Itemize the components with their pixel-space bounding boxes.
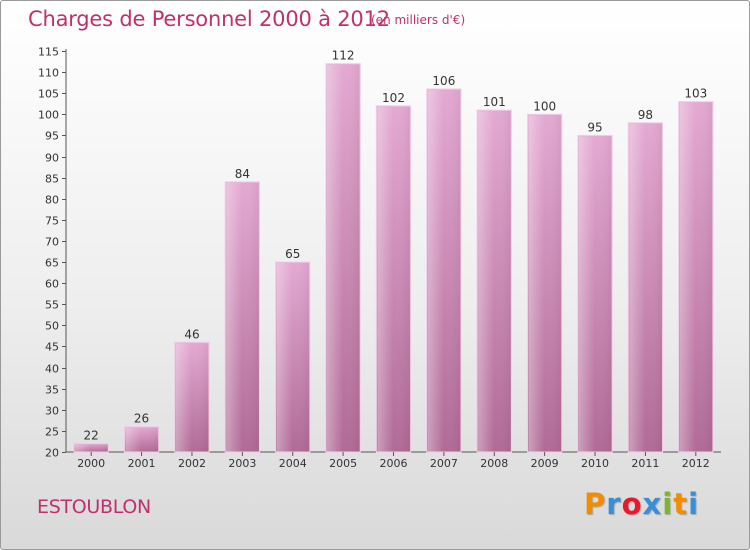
logo-letter: t xyxy=(673,487,689,521)
bar-shine xyxy=(326,64,360,453)
y-tick-label: 30 xyxy=(45,405,59,418)
y-tick-label: 55 xyxy=(45,299,59,312)
bar-shine xyxy=(528,115,561,452)
data-label: 100 xyxy=(533,99,556,113)
logo-letter: P xyxy=(584,487,607,521)
data-label: 95 xyxy=(587,120,602,134)
logo-letter: i xyxy=(688,487,700,521)
bar-shine xyxy=(427,89,461,452)
data-label: 65 xyxy=(285,247,300,261)
x-tick-label: 2008 xyxy=(480,457,508,470)
chart-title: Charges de Personnel 2000 à 2012 xyxy=(28,7,390,31)
data-label: 112 xyxy=(332,49,355,63)
logo-letter: i xyxy=(662,487,674,521)
y-tick-label: 45 xyxy=(45,341,59,354)
bar-shine xyxy=(578,136,612,452)
data-label: 84 xyxy=(235,167,250,181)
x-tick-label: 2011 xyxy=(631,457,659,470)
bar-shine xyxy=(226,182,259,452)
x-tick-label: 2007 xyxy=(430,457,458,470)
x-tick-label: 2012 xyxy=(682,457,710,470)
y-tick-label: 40 xyxy=(45,363,59,376)
data-label: 106 xyxy=(432,74,455,88)
bar-shine xyxy=(478,111,511,453)
data-label: 46 xyxy=(184,327,199,341)
y-tick-label: 50 xyxy=(45,320,59,333)
y-tick-label: 110 xyxy=(38,67,59,80)
bar-shine xyxy=(679,102,712,452)
bar-shine xyxy=(276,263,309,452)
data-label: 101 xyxy=(483,95,506,109)
commune-name: ESTOUBLON xyxy=(37,496,151,518)
y-tick-label: 90 xyxy=(45,152,59,165)
bar-shine xyxy=(175,343,209,452)
y-tick-label: 85 xyxy=(45,173,59,186)
logo-letter: o xyxy=(621,487,643,521)
bar-shine xyxy=(377,106,410,452)
y-tick-label: 25 xyxy=(45,426,59,439)
bar-shine xyxy=(75,444,108,452)
proxiti-logo[interactable]: Proxiti xyxy=(584,487,699,521)
x-tick-label: 2004 xyxy=(279,457,307,470)
logo-letter: r xyxy=(606,487,622,521)
x-tick-label: 2000 xyxy=(77,457,105,470)
y-tick-label: 105 xyxy=(38,88,59,101)
x-tick-label: 2005 xyxy=(329,457,357,470)
x-tick-label: 2009 xyxy=(531,457,559,470)
y-tick-label: 80 xyxy=(45,194,59,207)
y-tick-label: 75 xyxy=(45,215,59,228)
x-tick-label: 2001 xyxy=(128,457,156,470)
x-tick-label: 2010 xyxy=(581,457,609,470)
x-tick-label: 2006 xyxy=(380,457,408,470)
y-tick-label: 60 xyxy=(45,278,59,291)
data-label: 98 xyxy=(638,108,653,122)
y-tick-label: 20 xyxy=(45,447,59,460)
y-tick-label: 100 xyxy=(38,109,59,122)
chart-subtitle: (en milliers d'€) xyxy=(371,13,466,27)
y-tick-label: 115 xyxy=(38,46,59,59)
logo-letter: x xyxy=(642,487,663,521)
data-label: 103 xyxy=(684,87,707,101)
y-tick-label: 70 xyxy=(45,236,59,249)
y-tick-label: 35 xyxy=(45,384,59,397)
y-tick-label: 95 xyxy=(45,130,59,143)
y-tick-label: 65 xyxy=(45,257,59,270)
data-label: 102 xyxy=(382,91,405,105)
x-tick-label: 2003 xyxy=(228,457,256,470)
data-label: 26 xyxy=(134,412,149,426)
data-label: 22 xyxy=(84,429,99,443)
bar-shine xyxy=(629,123,662,452)
bar-shine xyxy=(125,427,158,452)
x-tick-label: 2002 xyxy=(178,457,206,470)
